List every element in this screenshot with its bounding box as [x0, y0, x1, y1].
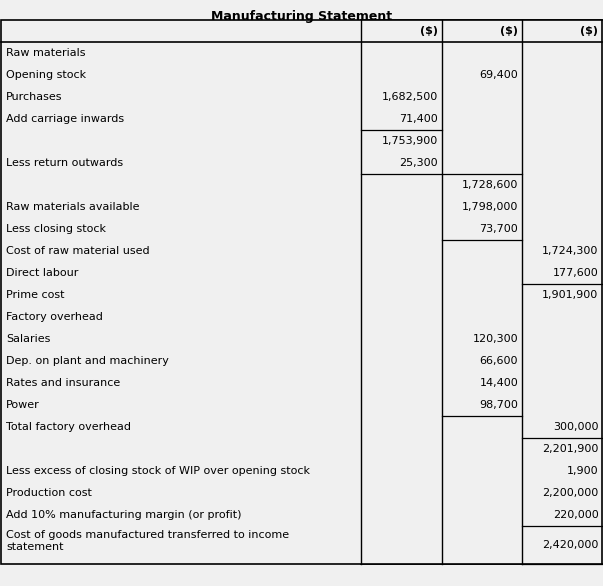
Text: ($): ($): [420, 26, 438, 36]
Text: 2,201,900: 2,201,900: [542, 444, 598, 454]
Text: 1,798,000: 1,798,000: [462, 202, 518, 212]
Text: 69,400: 69,400: [479, 70, 518, 80]
Text: Add 10% manufacturing margin (or profit): Add 10% manufacturing margin (or profit): [6, 510, 242, 520]
Text: 1,682,500: 1,682,500: [382, 92, 438, 102]
Text: Direct labour: Direct labour: [6, 268, 78, 278]
Text: Purchases: Purchases: [6, 92, 63, 102]
Text: 2,420,000: 2,420,000: [542, 540, 598, 550]
Text: Rates and insurance: Rates and insurance: [6, 378, 120, 388]
Text: 220,000: 220,000: [552, 510, 598, 520]
Text: Total factory overhead: Total factory overhead: [6, 422, 131, 432]
Text: Factory overhead: Factory overhead: [6, 312, 103, 322]
Text: 25,300: 25,300: [399, 158, 438, 168]
Text: Dep. on plant and machinery: Dep. on plant and machinery: [6, 356, 169, 366]
Text: 300,000: 300,000: [553, 422, 598, 432]
Text: Raw materials available: Raw materials available: [6, 202, 139, 212]
Text: 1,901,900: 1,901,900: [542, 290, 598, 300]
Text: 2,200,000: 2,200,000: [542, 488, 598, 498]
Text: Prime cost: Prime cost: [6, 290, 65, 300]
Text: Less excess of closing stock of WIP over opening stock: Less excess of closing stock of WIP over…: [6, 466, 310, 476]
Text: Raw materials: Raw materials: [6, 48, 86, 58]
Text: 1,724,300: 1,724,300: [542, 246, 598, 256]
Text: 73,700: 73,700: [479, 224, 518, 234]
Text: Power: Power: [6, 400, 40, 410]
Text: Manufacturing Statement: Manufacturing Statement: [211, 10, 392, 23]
Text: Less closing stock: Less closing stock: [6, 224, 106, 234]
Text: Salaries: Salaries: [6, 334, 51, 344]
Text: 1,900: 1,900: [567, 466, 598, 476]
Text: 14,400: 14,400: [479, 378, 518, 388]
Text: ($): ($): [581, 26, 598, 36]
Text: Cost of raw material used: Cost of raw material used: [6, 246, 150, 256]
Text: 98,700: 98,700: [479, 400, 518, 410]
Text: Production cost: Production cost: [6, 488, 92, 498]
Text: Cost of goods manufactured transferred to income
statement: Cost of goods manufactured transferred t…: [6, 530, 289, 553]
Text: 1,753,900: 1,753,900: [382, 136, 438, 146]
Text: Less return outwards: Less return outwards: [6, 158, 123, 168]
Text: 66,600: 66,600: [480, 356, 518, 366]
Text: ($): ($): [500, 26, 518, 36]
Text: 71,400: 71,400: [399, 114, 438, 124]
Text: 1,728,600: 1,728,600: [462, 180, 518, 190]
Text: Add carriage inwards: Add carriage inwards: [6, 114, 124, 124]
Text: 120,300: 120,300: [473, 334, 518, 344]
Text: Opening stock: Opening stock: [6, 70, 86, 80]
Text: 177,600: 177,600: [552, 268, 598, 278]
